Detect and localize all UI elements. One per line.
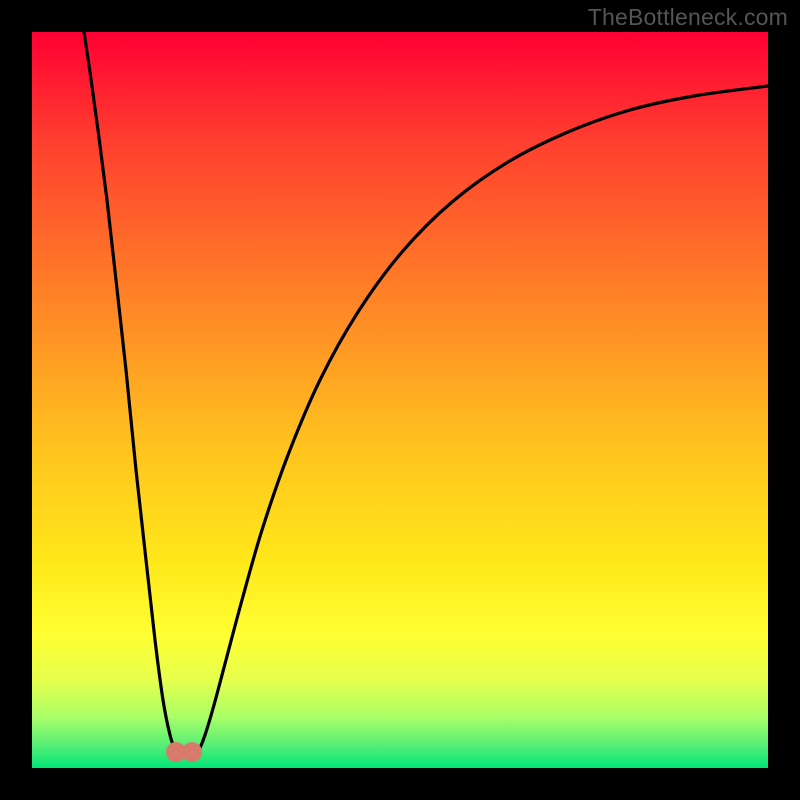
watermark-text: TheBottleneck.com — [588, 4, 788, 31]
valley-marker-1 — [182, 742, 202, 762]
chart-gradient-background — [32, 32, 768, 768]
chart-root: TheBottleneck.com — [0, 0, 800, 800]
chart-svg — [0, 0, 800, 800]
